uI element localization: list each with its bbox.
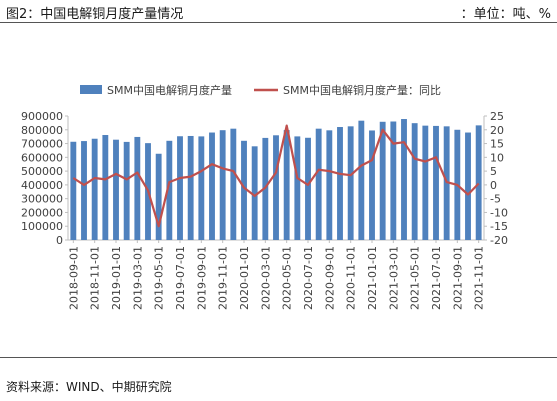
bar: [70, 141, 77, 240]
bar: [123, 141, 130, 240]
bar: [326, 130, 333, 240]
header-rule: [0, 22, 557, 23]
bar: [134, 136, 141, 240]
legend-swatch-bars: [80, 85, 102, 94]
bar: [230, 128, 237, 240]
x-tick-label: 2019-09-01: [195, 246, 208, 310]
y-right-tick-label: -5: [490, 193, 501, 206]
y-left-tick-label: 400000: [21, 179, 63, 192]
bar: [187, 135, 194, 240]
bar: [422, 125, 429, 240]
x-tick-label: 2018-11-01: [89, 246, 102, 310]
x-tick-label: 2018-09-01: [67, 246, 80, 310]
bar: [241, 140, 247, 240]
y-right-tick-label: 15: [490, 138, 504, 151]
x-tick-label: 2020-09-01: [323, 246, 336, 310]
bar: [91, 138, 98, 240]
bar: [475, 125, 482, 240]
y-left-tick-label: 700000: [21, 138, 63, 151]
bar: [411, 123, 418, 240]
bar: [337, 127, 343, 240]
x-tick-label: 2020-11-01: [345, 246, 358, 310]
bar: [347, 126, 354, 240]
bar: [305, 137, 311, 240]
unit-label: ：单位：吨、%: [460, 7, 551, 22]
x-tick-label: 2019-07-01: [174, 246, 187, 310]
legend-label-line: SMM中国电解铜月度产量：同比: [283, 83, 441, 97]
bar: [369, 130, 375, 240]
x-tick-label: 2021-11-01: [473, 246, 486, 310]
x-tick-label: 2021-09-01: [451, 246, 464, 310]
y-right-tick-label: 25: [490, 110, 504, 123]
x-tick-label: 2020-07-01: [302, 246, 315, 310]
bar: [390, 121, 397, 240]
bar: [379, 121, 386, 240]
bar: [465, 132, 471, 240]
bar: [433, 125, 439, 240]
bar: [283, 130, 290, 240]
bar: [209, 132, 215, 240]
bar: [273, 135, 279, 240]
y-left-tick-label: 800000: [21, 124, 63, 137]
x-tick-label: 2020-01-01: [238, 246, 251, 310]
legend-label-bars: SMM中国电解铜月度产量: [107, 83, 232, 97]
bar: [198, 136, 205, 240]
figure-title: 图2：中国电解铜月度产量情况: [6, 7, 184, 22]
x-tick-label: 2021-01-01: [366, 246, 379, 310]
y-left-tick-label: 500000: [21, 165, 63, 178]
x-tick-label: 2019-05-01: [153, 246, 166, 310]
y-left-tick-label: 600000: [21, 151, 63, 164]
x-tick-label: 2021-03-01: [387, 246, 400, 310]
x-tick-label: 2020-03-01: [259, 246, 272, 310]
bar: [219, 130, 226, 240]
x-tick-label: 2019-03-01: [131, 246, 144, 310]
source-note: 资料来源：WIND、中期研究院: [6, 380, 172, 394]
bar: [294, 136, 301, 240]
x-tick-label: 2019-11-01: [217, 246, 230, 310]
bar: [81, 141, 87, 240]
y-left-tick-label: 100000: [21, 220, 63, 233]
chart: SMM中国电解铜月度产量 SMM中国电解铜月度产量：同比0100000200000…: [21, 83, 508, 310]
footer-rule: [0, 357, 557, 358]
x-tick-label: 2020-05-01: [281, 246, 294, 310]
bar: [177, 136, 183, 240]
bar: [401, 119, 407, 240]
bar: [315, 128, 322, 240]
y-right-tick-label: 20: [490, 124, 504, 137]
y-left-tick-label: 200000: [21, 206, 63, 219]
bar: [155, 153, 162, 240]
yoy-line: [72, 124, 480, 228]
bar: [166, 140, 173, 240]
x-tick-label: 2021-05-01: [409, 246, 422, 310]
y-right-tick-label: -10: [490, 206, 508, 219]
y-right-tick-label: -15: [490, 220, 508, 233]
bar: [113, 139, 119, 240]
bar: [251, 146, 258, 240]
bar: [358, 120, 365, 240]
y-right-tick-label: 0: [490, 179, 497, 192]
y-right-tick-label: -20: [490, 234, 508, 247]
y-left-tick-label: 300000: [21, 193, 63, 206]
y-right-tick-label: 10: [490, 151, 504, 164]
y-left-tick-label: 0: [56, 234, 63, 247]
x-tick-label: 2019-01-01: [110, 246, 123, 310]
bar: [102, 135, 109, 240]
figure-header: 图2：中国电解铜月度产量情况 ：单位：吨、%: [0, 0, 557, 22]
y-right-tick-label: 5: [490, 165, 497, 178]
y-left-tick-label: 900000: [21, 110, 63, 123]
x-tick-label: 2021-07-01: [430, 246, 443, 310]
